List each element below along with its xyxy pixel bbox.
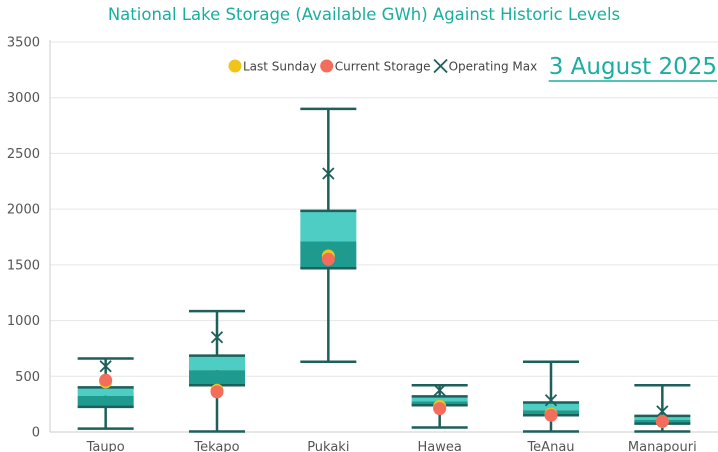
chart-title: National Lake Storage (Available GWh) Ag… (108, 5, 620, 24)
box-lower (189, 370, 245, 386)
box-teanau (523, 360, 579, 433)
y-tick-label: 3000 (7, 91, 40, 106)
legend-swatch (228, 59, 242, 73)
legend-label: Operating Max (449, 60, 538, 74)
y-tick-label: 0 (32, 426, 40, 441)
box-plots (77, 107, 691, 433)
y-tick-label: 1000 (7, 314, 40, 329)
y-tick-label: 2000 (7, 203, 40, 218)
operating-max-marker (99, 360, 112, 373)
current-storage-marker (99, 373, 113, 387)
box-lower (77, 395, 134, 407)
operating-max-marker (322, 167, 335, 180)
y-tick-label: 1500 (7, 258, 40, 273)
date-label: 3 August 2025 (549, 54, 717, 80)
x-tick-label: Tekapo (193, 440, 239, 452)
y-tick-label: 500 (15, 370, 40, 385)
legend-label: Last Sunday (243, 60, 317, 74)
legend-label: Current Storage (335, 60, 431, 74)
box-hawea (411, 383, 468, 429)
box-taupo (77, 357, 134, 430)
date-label-group: 3 August 2025 (548, 54, 717, 82)
y-tick-labels: 0 500 1000 1500 2000 2500 3000 3500 (7, 36, 40, 441)
box-upper (523, 402, 579, 411)
legend-item-current-storage: Current Storage (320, 59, 431, 74)
gridlines (50, 41, 718, 377)
operating-max-marker (656, 405, 669, 418)
legend-swatch (320, 59, 334, 73)
x-tick-label: Manapouri (628, 440, 697, 452)
x-tick-labels: Taupo Tekapo Pukaki Hawea TeAnau Manapouri (86, 440, 697, 452)
operating-max-marker (433, 384, 446, 397)
legend-item-operating-max: Operating Max (433, 58, 538, 74)
box-tekapo (189, 309, 245, 433)
x-tick-label: TeAnau (526, 440, 574, 452)
box-manapouri (634, 383, 691, 433)
legend-item-last-sunday: Last Sunday (228, 59, 317, 74)
x-tick-label: Pukaki (307, 440, 349, 452)
current-storage-marker (433, 402, 447, 416)
y-tick-label: 2500 (7, 147, 40, 162)
operating-max-marker (544, 394, 558, 407)
x-tick-label: Taupo (86, 440, 125, 452)
box-upper (77, 387, 134, 396)
current-storage-marker (210, 385, 224, 399)
x-tick-label: Hawea (417, 440, 461, 452)
box-upper (300, 210, 357, 242)
current-storage-marker (655, 414, 669, 428)
legend: Last Sunday Current Storage Operating Max (228, 58, 538, 74)
box-upper (411, 396, 468, 402)
operating-max-marker (210, 331, 224, 344)
current-storage-marker (321, 252, 335, 266)
y-tick-label: 3500 (7, 36, 40, 51)
current-storage-marker (544, 408, 558, 422)
box-pukaki (300, 107, 357, 364)
box-upper (189, 355, 245, 371)
legend-swatch (433, 58, 448, 74)
